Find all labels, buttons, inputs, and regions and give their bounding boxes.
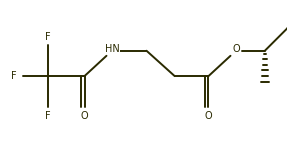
Text: O: O xyxy=(205,111,212,121)
Text: F: F xyxy=(11,71,17,81)
Text: O: O xyxy=(81,111,88,121)
Text: F: F xyxy=(45,111,51,121)
Text: HN: HN xyxy=(105,44,120,54)
Text: F: F xyxy=(45,32,51,42)
Text: O: O xyxy=(233,44,241,54)
